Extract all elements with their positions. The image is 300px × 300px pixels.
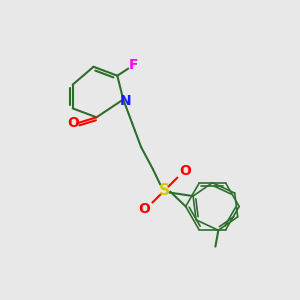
Text: F: F — [129, 58, 138, 72]
Text: N: N — [119, 94, 131, 108]
Text: S: S — [159, 183, 170, 198]
Text: O: O — [67, 116, 79, 130]
Text: O: O — [138, 202, 150, 216]
Text: O: O — [180, 164, 192, 178]
